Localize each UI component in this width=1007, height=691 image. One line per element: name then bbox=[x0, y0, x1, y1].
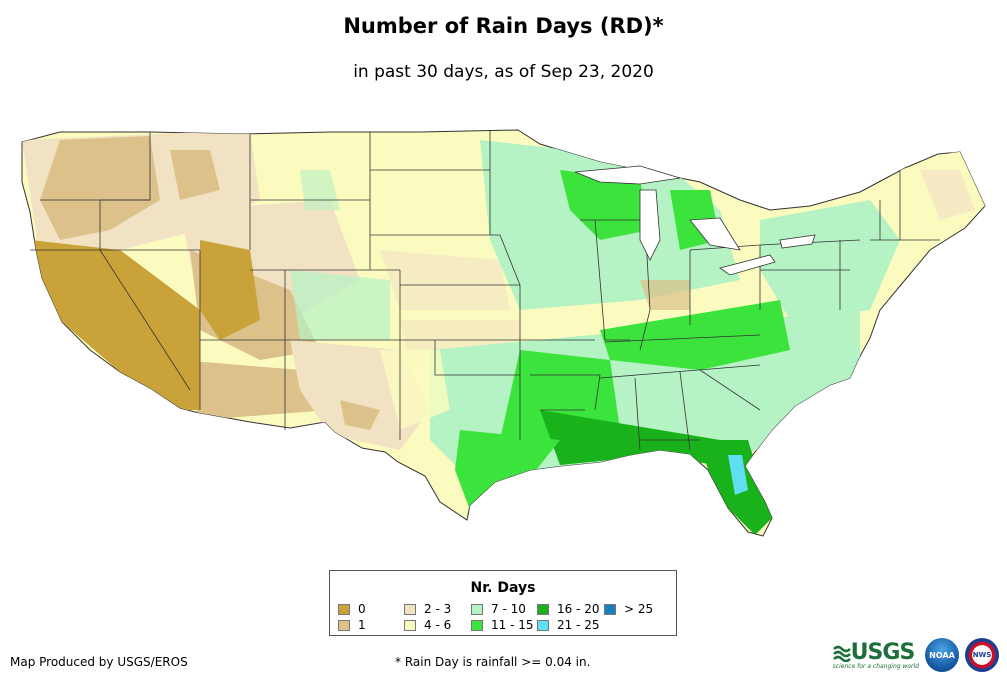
noaa-wordmark: NOAA bbox=[929, 650, 955, 660]
legend-label: 21 - 25 bbox=[557, 618, 600, 632]
legend-swatch bbox=[537, 603, 549, 615]
legend-item-5: 11 - 15 bbox=[471, 618, 534, 632]
great-lakes bbox=[574, 165, 816, 276]
map-title: Number of Rain Days (RD)* bbox=[343, 14, 664, 38]
legend-item-4: 7 - 10 bbox=[471, 602, 526, 616]
legend-swatch bbox=[404, 619, 416, 631]
legend-item-6: 16 - 20 bbox=[537, 602, 600, 616]
map-subtitle: in past 30 days, as of Sep 23, 2020 bbox=[353, 62, 654, 82]
noaa-logo: NOAA bbox=[925, 638, 959, 672]
rain-day-footnote: * Rain Day is rainfall >= 0.04 in. bbox=[395, 655, 591, 669]
legend-item-8: > 25 bbox=[604, 602, 653, 616]
legend-swatch bbox=[604, 603, 616, 615]
legend-swatch bbox=[338, 619, 350, 631]
usgs-wordmark: USGS bbox=[850, 640, 916, 665]
legend-label: > 25 bbox=[624, 602, 654, 616]
legend-label: 1 bbox=[358, 618, 366, 632]
legend-item-2: 2 - 3 bbox=[404, 602, 451, 616]
legend-title: Nr. Days bbox=[470, 580, 536, 596]
usgs-logo: USGS science for a changing world bbox=[833, 640, 919, 670]
legend-label: 7 - 10 bbox=[491, 602, 526, 616]
legend-item-0: 0 bbox=[338, 602, 366, 616]
legend-swatch bbox=[338, 603, 350, 615]
nws-logo: NWS bbox=[965, 638, 999, 672]
legend-label: 0 bbox=[358, 602, 366, 616]
nws-wordmark: NWS bbox=[972, 651, 992, 659]
agency-logos: USGS science for a changing world NOAA N… bbox=[833, 638, 999, 672]
legend-item-1: 1 bbox=[338, 618, 366, 632]
legend-swatch bbox=[537, 619, 549, 631]
usgs-wave-icon bbox=[832, 645, 851, 662]
legend-label: 2 - 3 bbox=[424, 602, 452, 616]
legend-item-3: 4 - 6 bbox=[404, 618, 451, 632]
legend-label: 16 - 20 bbox=[557, 602, 600, 616]
usgs-tagline: science for a changing world bbox=[832, 663, 919, 670]
legend-swatch bbox=[404, 603, 416, 615]
legend-swatch bbox=[471, 603, 483, 615]
producer-credit: Map Produced by USGS/EROS bbox=[10, 655, 188, 669]
rain-day-regions bbox=[22, 130, 985, 535]
state-boundaries bbox=[30, 130, 940, 451]
legend-label: 11 - 15 bbox=[491, 618, 534, 632]
legend-item-7: 21 - 25 bbox=[537, 618, 600, 632]
legend-swatch bbox=[471, 619, 483, 631]
rain-days-map bbox=[21, 129, 986, 537]
legend-label: 4 - 6 bbox=[424, 618, 452, 632]
legend-box: Nr. Days 0 1 2 - 3 4 - 6 7 - 10 11 - 15 … bbox=[329, 570, 677, 636]
